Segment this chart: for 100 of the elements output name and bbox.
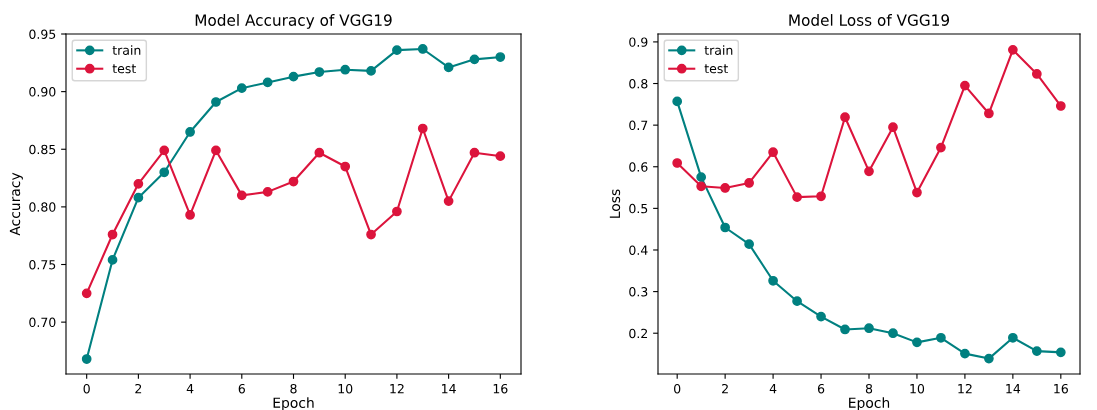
point xyxy=(159,167,170,178)
x-tick-label: 12 xyxy=(390,383,404,394)
point xyxy=(816,311,826,322)
point xyxy=(262,77,273,88)
point xyxy=(185,127,195,137)
x-tick-label: 2 xyxy=(722,383,728,394)
x-tick-label: 14 xyxy=(442,384,456,394)
point xyxy=(185,210,195,220)
x-axis-title: Epoch xyxy=(849,397,890,410)
point xyxy=(314,67,325,77)
point xyxy=(443,62,454,73)
y-axis-title: Accuracy xyxy=(9,172,23,236)
point xyxy=(340,161,351,172)
point xyxy=(864,323,874,334)
point xyxy=(888,328,898,339)
y-tick-label: 0.85 xyxy=(29,144,56,155)
point xyxy=(840,112,850,123)
x-tick-label: 12 xyxy=(958,383,972,394)
y-tick-label: 0.75 xyxy=(29,259,56,270)
legend-label: train xyxy=(704,45,733,55)
y-tick-label: 0.8 xyxy=(629,78,648,89)
x-axis-title: Epoch xyxy=(273,397,314,410)
point xyxy=(469,54,480,65)
point xyxy=(696,172,707,183)
y-tick-label: 0.95 xyxy=(29,29,56,39)
point xyxy=(912,187,922,198)
x-tick-label: 16 xyxy=(1054,383,1068,394)
y-axis-title: Loss xyxy=(609,189,621,218)
point xyxy=(816,191,826,202)
point xyxy=(107,229,118,240)
point xyxy=(417,123,428,134)
legend-label: test xyxy=(112,64,136,74)
legend-label: test xyxy=(704,64,728,74)
x-tick-label: 10 xyxy=(338,383,353,394)
point xyxy=(495,52,506,62)
point xyxy=(366,229,376,240)
point xyxy=(744,239,754,250)
x-tick-label: 6 xyxy=(817,383,825,394)
point xyxy=(888,122,898,133)
x-tick-label: 10 xyxy=(910,383,925,394)
y-tick-label: 0.9 xyxy=(629,37,648,47)
point xyxy=(262,187,273,197)
point xyxy=(340,64,351,75)
chart-title: Model Accuracy of VGG19 xyxy=(195,14,392,29)
x-tick-label: 16 xyxy=(493,383,508,394)
point xyxy=(392,206,402,217)
point xyxy=(495,151,506,162)
y-tick-label: 0.7 xyxy=(629,120,648,131)
point xyxy=(792,192,802,202)
point xyxy=(236,83,247,94)
x-tick-label: 8 xyxy=(865,383,873,394)
point xyxy=(107,255,118,265)
point xyxy=(469,147,480,158)
point xyxy=(720,183,730,193)
point xyxy=(960,348,970,359)
y-tick-label: 0.4 xyxy=(629,245,648,255)
x-tick-label: 0 xyxy=(83,383,90,394)
y-tick-label: 0.5 xyxy=(629,203,648,214)
point xyxy=(392,45,402,55)
point xyxy=(1055,347,1066,358)
x-tick-label: 6 xyxy=(238,383,245,394)
point xyxy=(984,108,994,119)
point xyxy=(912,337,922,348)
x-tick-label: 4 xyxy=(186,384,194,394)
point xyxy=(720,222,730,233)
x-tick-label: 2 xyxy=(135,383,142,394)
point xyxy=(288,71,299,82)
point xyxy=(366,66,376,76)
point xyxy=(159,145,170,156)
point xyxy=(288,176,299,187)
point xyxy=(744,178,754,188)
point xyxy=(768,147,778,158)
point xyxy=(960,80,970,91)
x-tick-label: 0 xyxy=(674,383,681,394)
y-tick-label: 0.2 xyxy=(629,328,648,339)
y-tick-label: 0.3 xyxy=(629,287,648,297)
point xyxy=(936,142,946,153)
point xyxy=(1008,44,1018,55)
y-tick-label: 0.6 xyxy=(629,162,648,172)
point xyxy=(1031,346,1042,356)
point xyxy=(672,96,683,107)
point xyxy=(984,353,994,364)
chart-title: Model Loss of VGG19 xyxy=(789,14,950,26)
point xyxy=(443,196,454,206)
point xyxy=(236,190,247,201)
point xyxy=(696,181,707,192)
y-tick-label: 0.90 xyxy=(29,87,56,97)
x-tick-label: 4 xyxy=(769,384,777,394)
x-tick-label: 14 xyxy=(1006,384,1021,394)
point xyxy=(1055,101,1066,111)
point xyxy=(792,296,802,307)
y-tick-label: 0.80 xyxy=(29,202,56,212)
point xyxy=(1008,332,1018,343)
point xyxy=(314,147,325,158)
point xyxy=(133,192,144,203)
y-tick-label: 0.70 xyxy=(29,317,56,328)
point xyxy=(840,324,850,335)
point xyxy=(211,145,221,156)
point xyxy=(864,166,874,177)
point xyxy=(133,178,144,189)
